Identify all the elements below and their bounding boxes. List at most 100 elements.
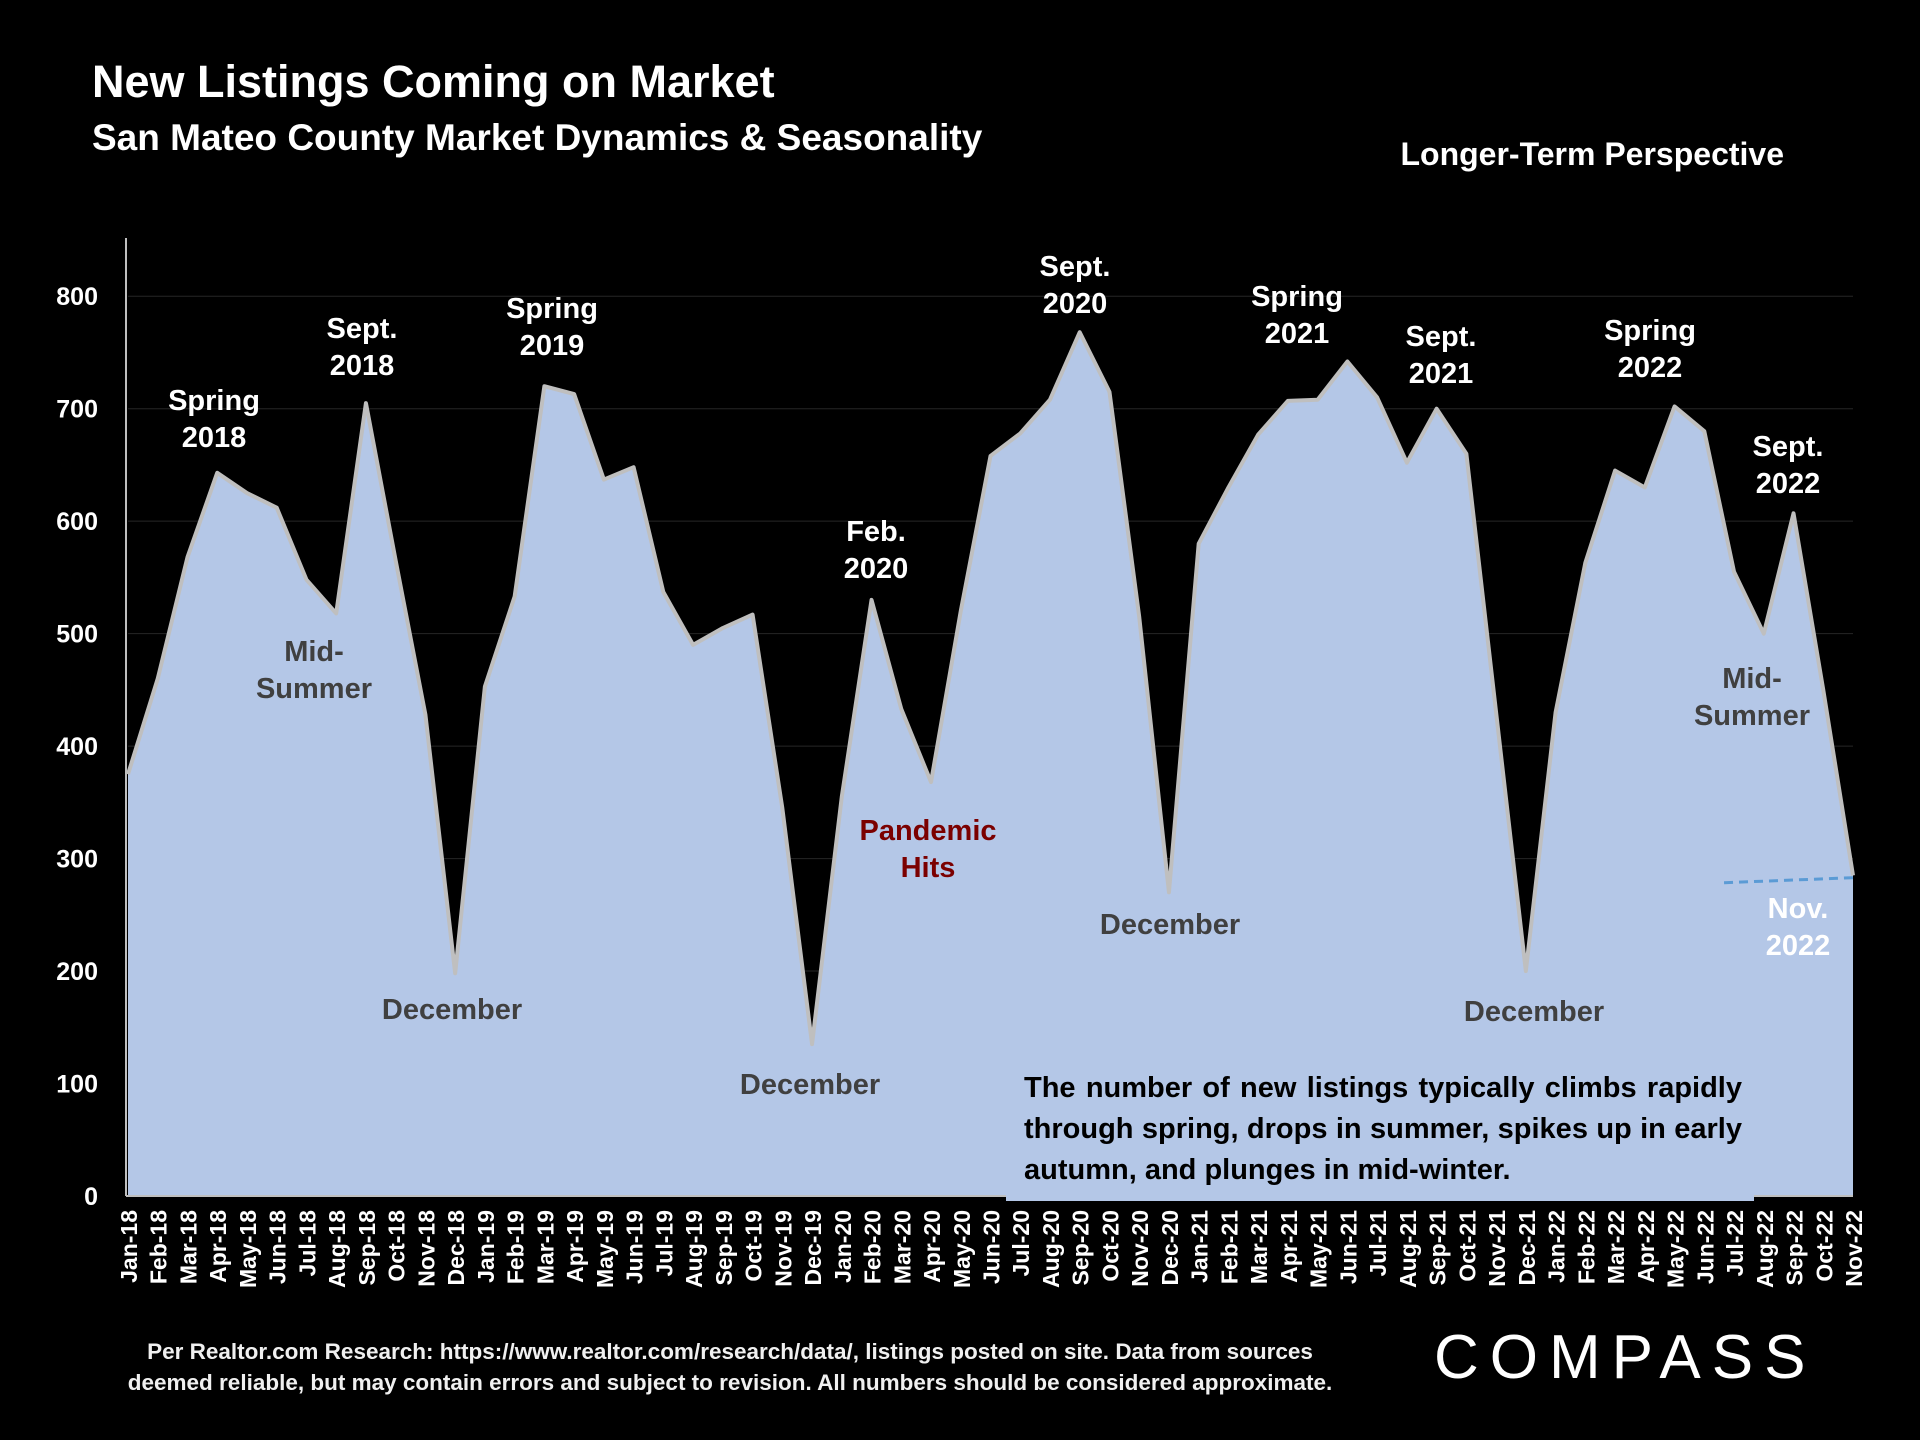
y-tick-500: 500: [56, 621, 98, 649]
annotations: Spring 2018 Sept. 2018 Mid-Summer December Spr…: [168, 251, 1830, 1101]
y-tick-300: 300: [56, 846, 98, 874]
x-tick-Jul-22: Jul-22: [1722, 1210, 1748, 1276]
x-tick-Sep-22: Sep-22: [1782, 1210, 1808, 1285]
x-tick-Jul-21: Jul-21: [1365, 1210, 1391, 1277]
annotation-sept-2022-sep-22: Sept. 2022: [1753, 431, 1824, 500]
x-tick-Jun-21: Jun-21: [1335, 1210, 1361, 1284]
y-tick-100: 100: [56, 1071, 98, 1099]
x-tick-Nov-20: Nov-20: [1127, 1210, 1153, 1287]
x-tick-Nov-21: Nov-21: [1484, 1210, 1510, 1287]
x-tick-Jan-19: Jan-19: [473, 1210, 499, 1283]
x-tick-Sep-18: Sep-18: [354, 1210, 380, 1286]
x-tick-Dec-19: Dec-19: [800, 1210, 826, 1285]
annotation-spring-2022-may-22: Spring 2022: [1604, 315, 1696, 384]
annotation-spring-2018-apr-18: Spring 2018: [168, 385, 260, 454]
annotation-feb-2020-feb-20: Feb. 2020: [844, 516, 909, 585]
y-tick-600: 600: [56, 508, 98, 536]
x-tick-Mar-18: Mar-18: [175, 1210, 201, 1284]
x-tick-Jan-18: Jan-18: [116, 1210, 142, 1283]
x-tick-Feb-21: Feb-21: [1216, 1210, 1242, 1284]
x-tick-Jan-22: Jan-22: [1544, 1210, 1570, 1283]
annotation-mid--summer-aug-22: Mid-Summer: [1694, 663, 1810, 732]
x-tick-Jan-20: Jan-20: [830, 1210, 856, 1283]
x-tick-Aug-20: Aug-20: [1038, 1210, 1064, 1288]
explanation-note: The number of new listings typically cli…: [1006, 1060, 1754, 1201]
x-tick-Jul-18: Jul-18: [294, 1210, 320, 1277]
annotation-december-dec-20: December: [1100, 909, 1240, 941]
x-tick-Apr-21: Apr-21: [1276, 1210, 1302, 1283]
x-tick-Jun-22: Jun-22: [1692, 1210, 1718, 1284]
annotation-sept-2020-sep-20: Sept. 2020: [1040, 251, 1111, 320]
x-tick-May-21: May-21: [1306, 1210, 1332, 1288]
chart-title: New Listings Coming on Market: [92, 56, 775, 107]
perspective-label: Longer-Term Perspective: [1400, 136, 1784, 172]
x-tick-Mar-20: Mar-20: [889, 1210, 915, 1284]
y-tick-0: 0: [84, 1183, 98, 1211]
x-tick-Apr-20: Apr-20: [919, 1210, 945, 1283]
dashed-reference-line: [1723, 876, 1854, 885]
x-tick-Aug-19: Aug-19: [681, 1210, 707, 1288]
y-tick-200: 200: [56, 958, 98, 986]
x-tick-Feb-19: Feb-19: [503, 1210, 529, 1284]
area-line: [126, 330, 1855, 1047]
area-series: [126, 330, 1855, 1197]
x-tick-Nov-18: Nov-18: [413, 1210, 439, 1287]
source-line-2: deemed reliable, but may contain errors …: [127, 1370, 1333, 1395]
x-tick-Aug-22: Aug-22: [1752, 1210, 1778, 1288]
annotation-december-dec-19: December: [740, 1069, 880, 1101]
x-tick-Feb-18: Feb-18: [146, 1210, 172, 1284]
x-tick-Oct-21: Oct-21: [1454, 1210, 1480, 1282]
x-tick-May-18: May-18: [235, 1210, 261, 1288]
x-tick-Jul-20: Jul-20: [1008, 1210, 1034, 1276]
y-tick-700: 700: [56, 396, 98, 424]
x-tick-Oct-19: Oct-19: [741, 1210, 767, 1282]
x-tick-Aug-18: Aug-18: [324, 1210, 350, 1288]
x-tick-Sep-19: Sep-19: [711, 1210, 737, 1285]
x-tick-Feb-20: Feb-20: [860, 1210, 886, 1284]
x-tick-Oct-18: Oct-18: [384, 1210, 410, 1282]
annotation-nov-2022-nov-22: Nov. 2022: [1766, 893, 1831, 962]
x-tick-Sep-21: Sep-21: [1425, 1210, 1451, 1286]
y-tick-800: 800: [56, 283, 98, 311]
x-tick-Aug-21: Aug-21: [1395, 1210, 1421, 1288]
x-tick-Jun-20: Jun-20: [979, 1210, 1005, 1284]
source-note: Per Realtor.com Research: https://www.re…: [90, 1336, 1370, 1398]
y-tick-400: 400: [56, 733, 98, 761]
annotation-mid--summer-jul-18: Mid-Summer: [256, 636, 372, 705]
source-line-1: Per Realtor.com Research: https://www.re…: [147, 1339, 1313, 1364]
x-tick-Mar-19: Mar-19: [532, 1210, 558, 1284]
x-tick-Apr-19: Apr-19: [562, 1210, 588, 1283]
y-tick-labels: 0 100 200 300 400 500 600 700 800: [56, 283, 98, 1211]
x-tick-Sep-20: Sep-20: [1068, 1210, 1094, 1285]
x-tick-Dec-18: Dec-18: [443, 1210, 469, 1286]
x-tick-Mar-22: Mar-22: [1603, 1210, 1629, 1284]
x-tick-Mar-21: Mar-21: [1246, 1210, 1272, 1284]
x-tick-Jun-19: Jun-19: [622, 1210, 648, 1284]
x-tick-Apr-18: Apr-18: [205, 1210, 231, 1283]
annotation-december-dec-21: December: [1464, 996, 1604, 1028]
x-tick-May-20: May-20: [949, 1210, 975, 1288]
annotation-pandemic-hits-apr-20: Pandemic Hits: [860, 815, 997, 884]
x-tick-Dec-21: Dec-21: [1514, 1210, 1540, 1286]
x-tick-Dec-20: Dec-20: [1157, 1210, 1183, 1285]
x-tick-Oct-20: Oct-20: [1097, 1210, 1123, 1282]
x-tick-Feb-22: Feb-22: [1573, 1210, 1599, 1284]
chart-subtitle: San Mateo County Market Dynamics & Seaso…: [92, 117, 983, 158]
x-tick-Nov-19: Nov-19: [770, 1210, 796, 1287]
x-tick-Nov-22: Nov-22: [1841, 1210, 1867, 1287]
annotation-december-dec-18: December: [382, 994, 522, 1026]
x-tick-Apr-22: Apr-22: [1633, 1210, 1659, 1283]
annotation-spring-2021-apr-21: Spring 2021: [1251, 281, 1343, 350]
x-tick-May-22: May-22: [1663, 1210, 1689, 1288]
annotation-sept-2021-sep-21: Sept. 2021: [1406, 321, 1477, 390]
x-tick-May-19: May-19: [592, 1210, 618, 1288]
annotation-sept-2018-sep-18: Sept. 2018: [327, 313, 398, 382]
x-tick-Jun-18: Jun-18: [265, 1210, 291, 1284]
x-tick-labels: Jan-18 Feb-18 Mar-18 Apr-18 May-18 Jun-18 Jul-…: [116, 1210, 1867, 1288]
annotation-spring-2019-apr-19: Spring 2019: [506, 293, 598, 362]
area-fill: [128, 332, 1853, 1197]
x-tick-Jan-21: Jan-21: [1187, 1210, 1213, 1283]
x-tick-Oct-22: Oct-22: [1811, 1210, 1837, 1282]
compass-logo: COMPASS: [1434, 1323, 1817, 1392]
